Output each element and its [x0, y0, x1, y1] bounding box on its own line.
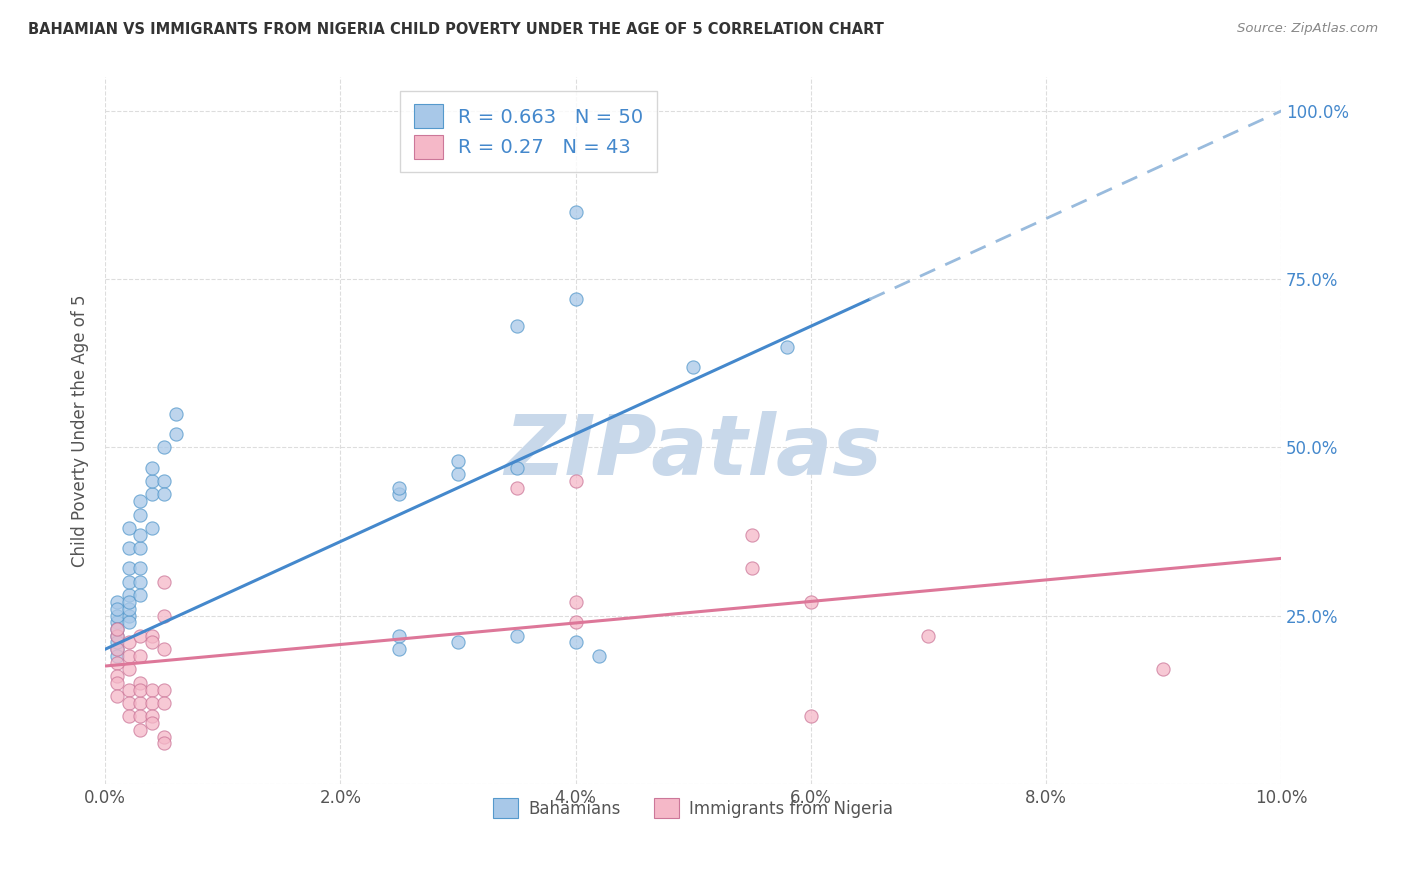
Point: [564, 474, 586, 488]
Point: [129, 696, 152, 710]
Point: [129, 723, 152, 737]
Point: [153, 642, 176, 657]
Point: [588, 648, 610, 663]
Point: [118, 561, 141, 575]
Point: [141, 487, 163, 501]
Point: [118, 615, 141, 630]
Point: [118, 709, 141, 723]
Point: [506, 481, 529, 495]
Point: [118, 648, 141, 663]
Point: [105, 648, 128, 663]
Point: [141, 460, 163, 475]
Point: [105, 608, 128, 623]
Point: [129, 508, 152, 522]
Point: [506, 460, 529, 475]
Point: [800, 595, 823, 609]
Point: [118, 682, 141, 697]
Point: [129, 588, 152, 602]
Point: [129, 528, 152, 542]
Point: [917, 629, 939, 643]
Point: [388, 481, 411, 495]
Point: [141, 682, 163, 697]
Point: [564, 635, 586, 649]
Point: [447, 467, 470, 482]
Point: [105, 642, 128, 657]
Point: [564, 595, 586, 609]
Point: [129, 648, 152, 663]
Point: [153, 487, 176, 501]
Point: [129, 682, 152, 697]
Point: [129, 709, 152, 723]
Point: [741, 561, 763, 575]
Point: [118, 635, 141, 649]
Point: [141, 474, 163, 488]
Point: [153, 474, 176, 488]
Text: ZIPatlas: ZIPatlas: [505, 411, 882, 492]
Point: [105, 615, 128, 630]
Point: [118, 574, 141, 589]
Point: [506, 319, 529, 334]
Point: [118, 696, 141, 710]
Point: [105, 629, 128, 643]
Point: [105, 629, 128, 643]
Point: [506, 629, 529, 643]
Point: [153, 441, 176, 455]
Point: [129, 561, 152, 575]
Point: [141, 629, 163, 643]
Point: [388, 487, 411, 501]
Point: [141, 635, 163, 649]
Point: [129, 494, 152, 508]
Legend: Bahamians, Immigrants from Nigeria: Bahamians, Immigrants from Nigeria: [486, 791, 900, 825]
Text: BAHAMIAN VS IMMIGRANTS FROM NIGERIA CHILD POVERTY UNDER THE AGE OF 5 CORRELATION: BAHAMIAN VS IMMIGRANTS FROM NIGERIA CHIL…: [28, 22, 884, 37]
Point: [129, 629, 152, 643]
Point: [564, 615, 586, 630]
Point: [141, 709, 163, 723]
Point: [776, 339, 799, 353]
Point: [105, 602, 128, 616]
Point: [105, 622, 128, 636]
Point: [105, 595, 128, 609]
Point: [153, 736, 176, 750]
Point: [105, 669, 128, 683]
Point: [118, 602, 141, 616]
Point: [141, 521, 163, 535]
Point: [141, 696, 163, 710]
Point: [105, 676, 128, 690]
Point: [153, 696, 176, 710]
Point: [153, 574, 176, 589]
Point: [447, 454, 470, 468]
Point: [1152, 662, 1174, 676]
Point: [165, 426, 187, 441]
Point: [129, 574, 152, 589]
Point: [447, 635, 470, 649]
Point: [118, 521, 141, 535]
Point: [105, 690, 128, 704]
Point: [388, 642, 411, 657]
Point: [141, 716, 163, 731]
Point: [118, 662, 141, 676]
Point: [118, 588, 141, 602]
Point: [105, 642, 128, 657]
Point: [118, 608, 141, 623]
Point: [682, 359, 704, 374]
Point: [118, 541, 141, 556]
Point: [129, 541, 152, 556]
Point: [118, 595, 141, 609]
Point: [105, 656, 128, 670]
Y-axis label: Child Poverty Under the Age of 5: Child Poverty Under the Age of 5: [72, 294, 89, 566]
Point: [153, 608, 176, 623]
Point: [564, 205, 586, 219]
Point: [564, 293, 586, 307]
Point: [105, 622, 128, 636]
Point: [105, 635, 128, 649]
Point: [153, 730, 176, 744]
Text: Source: ZipAtlas.com: Source: ZipAtlas.com: [1237, 22, 1378, 36]
Point: [388, 629, 411, 643]
Point: [800, 709, 823, 723]
Point: [741, 528, 763, 542]
Point: [129, 676, 152, 690]
Point: [153, 682, 176, 697]
Point: [165, 407, 187, 421]
